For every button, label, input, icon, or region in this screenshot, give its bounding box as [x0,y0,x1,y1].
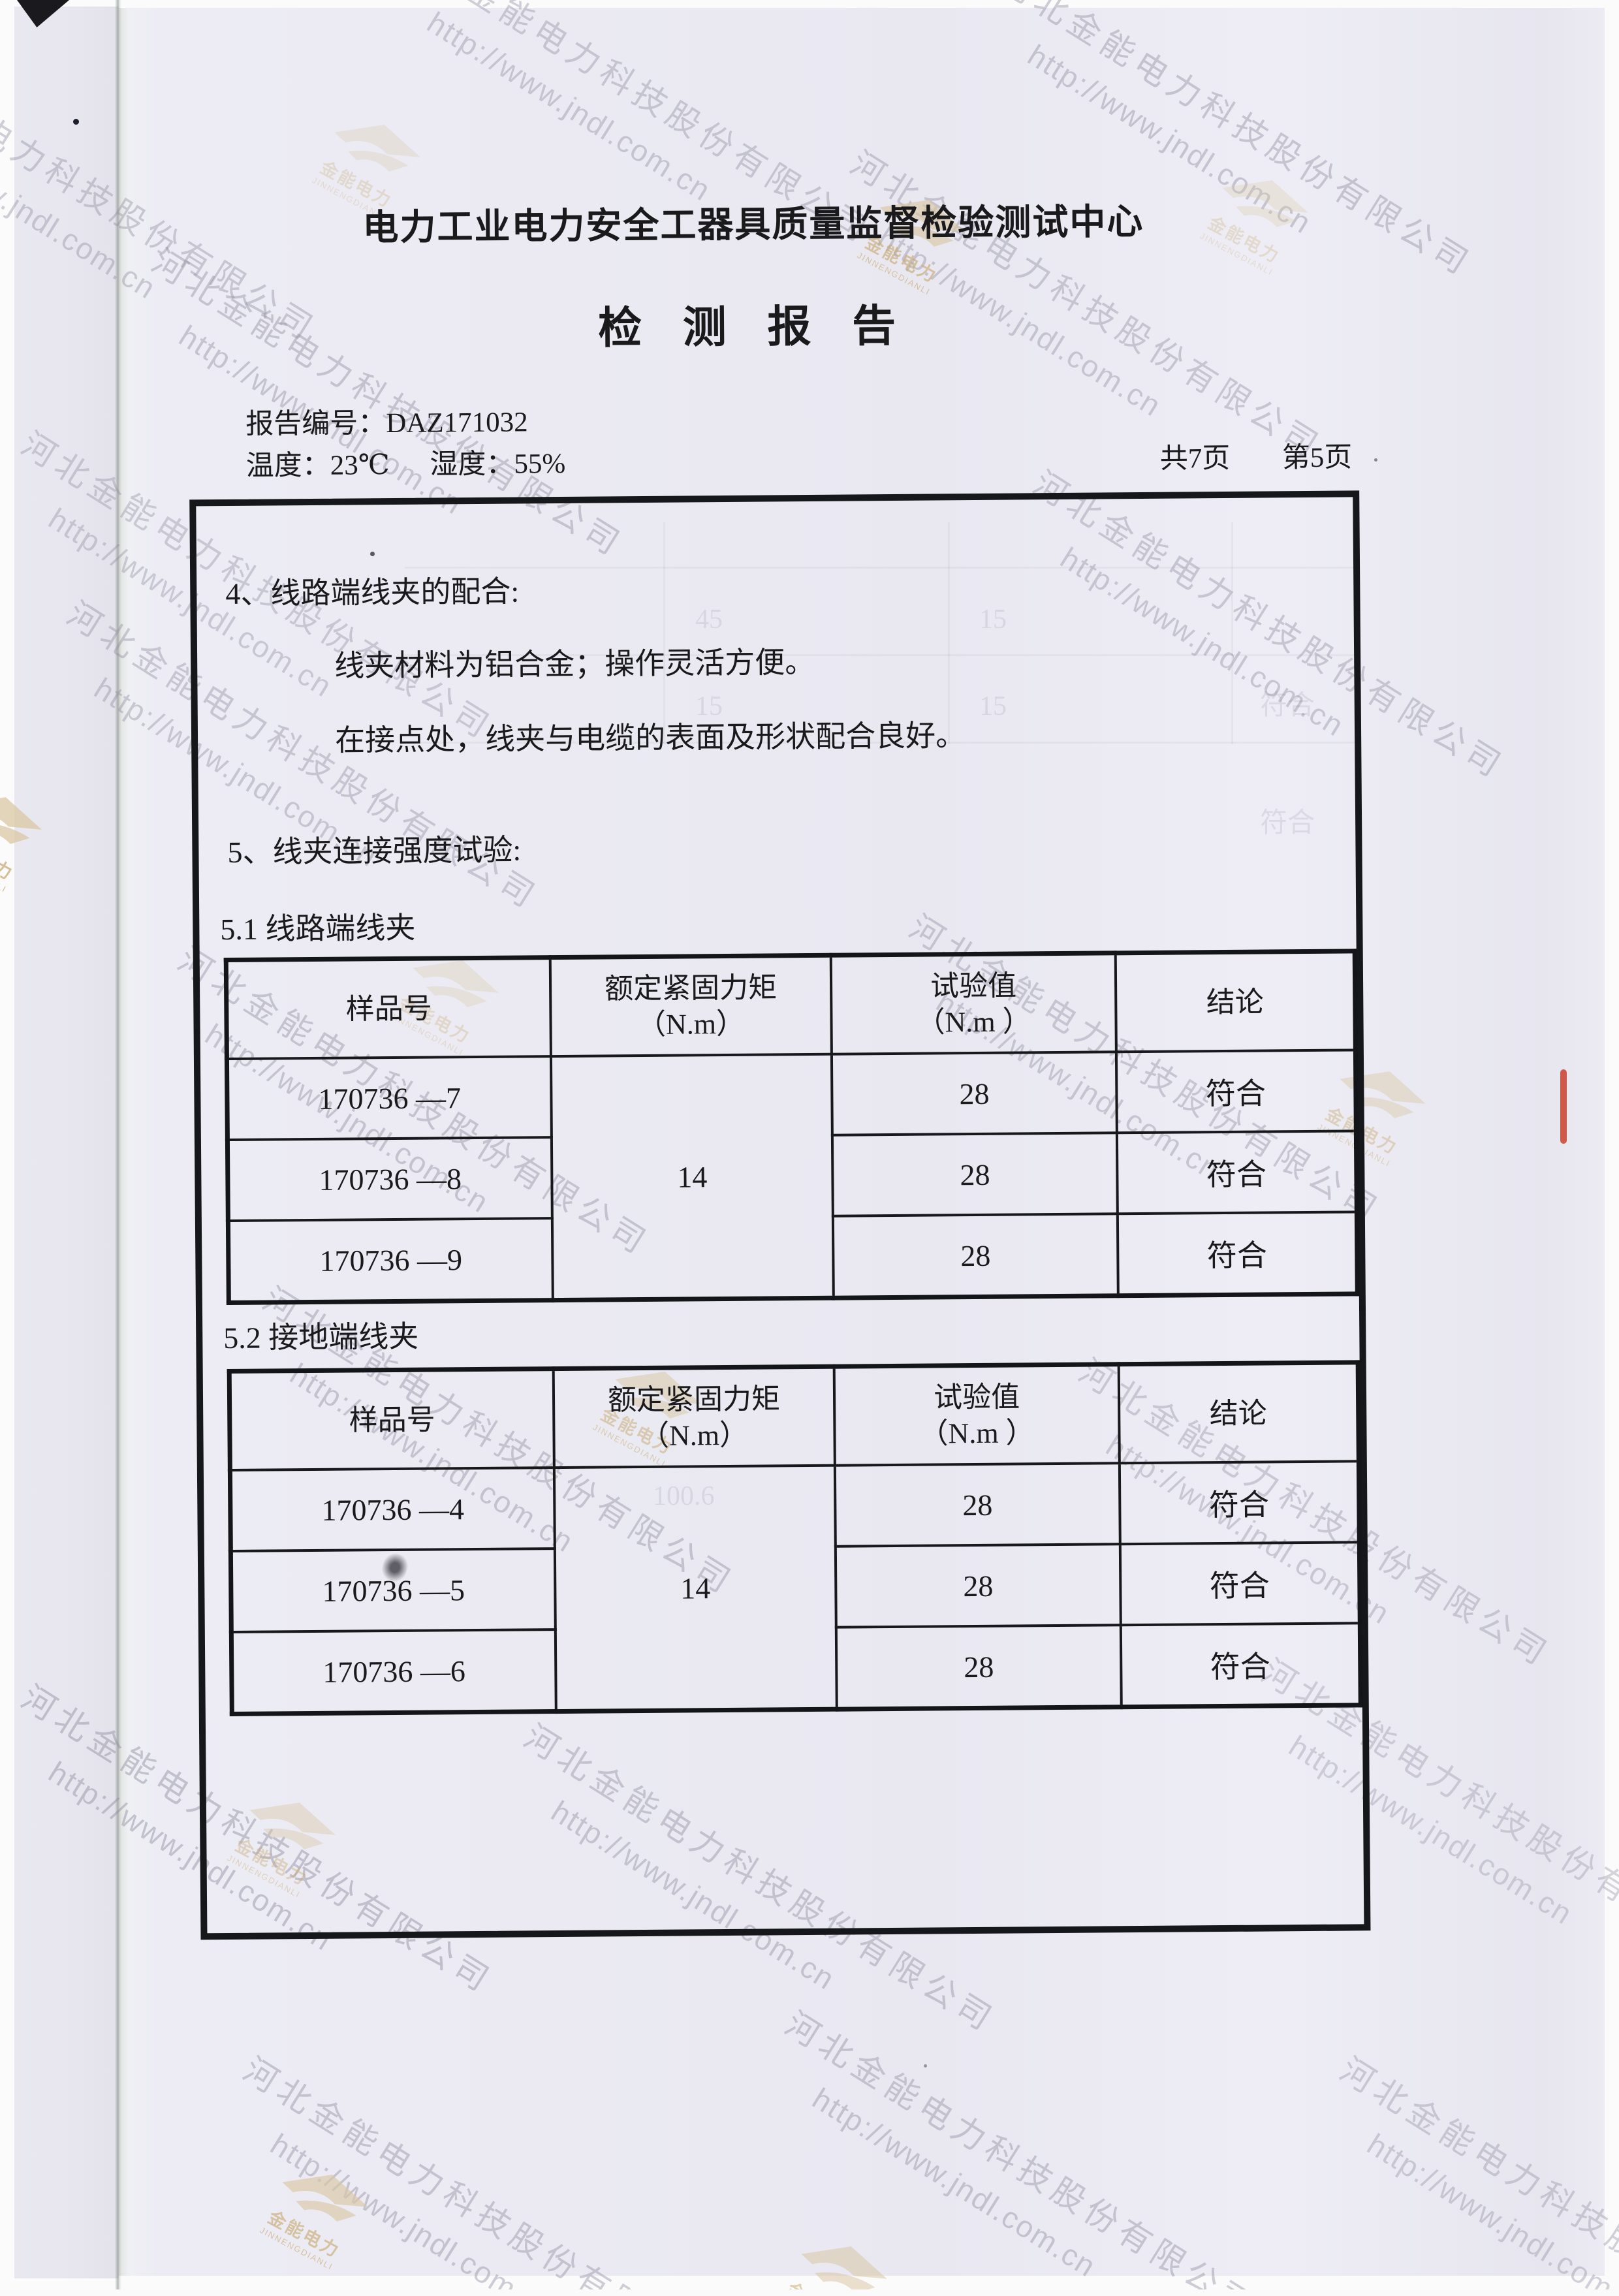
section-5-title: 5、线夹连接强度试验: [227,833,522,869]
bleed-through-text: 15 [695,691,723,721]
section-4-line-1: 线夹材料为铝合金；操作灵活方便。 [334,645,815,683]
red-edge-mark [1560,1069,1567,1144]
col-header-test-value: 试验值 （N.m ） [834,1364,1120,1466]
torque-cell: 14 [550,1054,834,1300]
pages-current: 第5页 [1281,442,1353,474]
scanned-page [119,8,1605,2276]
humidity-label: 湿度： [430,448,514,480]
value-cell: 28 [833,1214,1118,1298]
table-row: 170736 —4 14 28 符合 [230,1461,1360,1712]
bleed-through-text: 15 [979,691,1007,721]
page-fold-line [115,0,121,2289]
result-cell: 符合 [1119,1461,1360,1545]
sample-cell: 170736 —9 [228,1218,553,1303]
scanner-edge-top [0,0,1619,8]
value-cell: 28 [836,1544,1121,1628]
torque-cell: 14 [554,1465,838,1712]
sample-cell: 170736 —7 [227,1056,552,1140]
line-end-clamp-table: 样品号 额定紧固力矩 （N.m） 试验值 （N.m ） 结论 170736 —7 1… [223,949,1360,1306]
adjacent-page-edge [14,7,119,2278]
result-cell: 符合 [1116,1131,1357,1214]
result-cell: 符合 [1120,1542,1360,1626]
section-4-title: 4、线路端线夹的配合: [225,574,520,610]
ghost-line [405,567,1355,569]
value-cell: 28 [836,1625,1122,1710]
sample-cell: 170736 —8 [227,1137,552,1221]
col-header-rated-torque: 额定紧固力矩 （N.m） [550,955,832,1057]
scanner-edge-left [0,0,14,2289]
col-header-conclusion: 结论 [1118,1362,1359,1464]
bleed-through-text: 15 [979,605,1007,635]
result-cell: 符合 [1117,1212,1358,1296]
section-5-2-title: 5.2 接地端线夹 [223,1319,419,1355]
section-5-1-title: 5.1 线路端线夹 [220,911,416,947]
ghost-line [1231,522,1233,744]
ground-end-clamp-table: 样品号 额定紧固力矩 （N.m） 试验值 （N.m ） 结论 170736 —4 1… [227,1360,1363,1717]
scanner-edge-right [1605,0,1619,2289]
value-cell: 28 [832,1133,1118,1216]
sample-cell: 170736 —6 [231,1629,556,1714]
temperature-value: 23℃ [330,450,390,481]
temperature-label: 温度： [245,450,330,482]
col-header-sample: 样品号 [229,1368,554,1470]
testing-center-name: 电力工业电力安全工器具质量监督检验测试中心 [362,200,1144,248]
dust-speck [1374,458,1377,462]
bleed-through-text: 100.6 [653,1481,715,1511]
pages-total: 共7页 [1159,443,1231,475]
col-header-conclusion: 结论 [1115,951,1356,1052]
value-cell: 28 [835,1463,1120,1547]
ghost-line [405,654,1355,656]
report-number-value: DAZ171032 [386,407,528,439]
table-row: 170736 —7 14 28 符合 [227,1050,1357,1300]
value-cell: 28 [832,1052,1117,1135]
sample-cell: 170736 —4 [230,1468,555,1551]
col-header-test-value: 试验值 （N.m ） [830,952,1116,1054]
section-4-line-2: 在接点处，线夹与电缆的表面及形状配合良好。 [334,719,966,757]
scanner-edge-bottom [0,2276,1619,2289]
bleed-through-text: 符合 [1260,808,1315,838]
conditions-line: 温度：23℃ 湿度：55% [246,441,566,484]
col-header-rated-torque: 额定紧固力矩 （N.m） [553,1366,836,1468]
ghost-line [948,522,950,744]
bleed-through-text: 45 [695,605,723,635]
ghost-line [663,522,665,744]
report-number-label: 报告编号： [245,408,386,440]
humidity-value: 55% [514,448,566,480]
report-number-line: 报告编号：DAZ171032 [245,399,528,441]
page-count: 共7页 第5页 [1159,434,1353,476]
dust-speck [370,552,375,556]
result-cell: 符合 [1120,1623,1361,1707]
col-header-sample: 样品号 [226,957,551,1060]
result-cell: 符合 [1116,1050,1357,1133]
dust-speck [73,119,79,125]
dust-speck [924,2064,927,2068]
ghost-line [405,742,1355,744]
report-title: 检 测 报 告 [597,301,911,353]
bleed-through-text: 符合 [1260,691,1315,721]
